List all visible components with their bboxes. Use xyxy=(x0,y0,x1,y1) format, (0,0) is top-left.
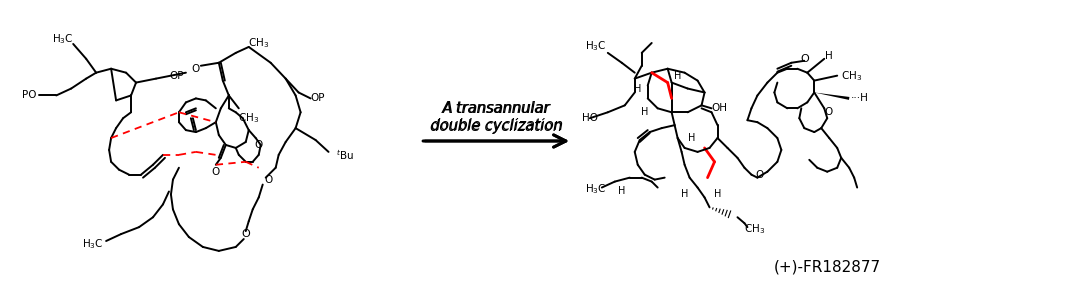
Text: O: O xyxy=(264,175,273,185)
Text: A transannular: A transannular xyxy=(443,101,552,116)
Text: O: O xyxy=(191,64,200,74)
Text: CH$_3$: CH$_3$ xyxy=(841,69,863,83)
Text: H: H xyxy=(618,186,625,197)
Text: H: H xyxy=(641,107,649,117)
Text: H: H xyxy=(714,190,722,199)
Text: OP: OP xyxy=(169,71,184,81)
Text: H: H xyxy=(688,133,695,143)
Text: (+)-FR182877: (+)-FR182877 xyxy=(774,259,881,274)
Text: PO: PO xyxy=(22,91,36,100)
Text: H: H xyxy=(825,51,833,61)
Text: ···H: ···H xyxy=(851,93,869,103)
Text: double cyclization: double cyclization xyxy=(431,118,563,133)
Text: H: H xyxy=(673,71,681,81)
Text: O: O xyxy=(756,170,763,180)
Text: CH$_3$: CH$_3$ xyxy=(238,111,260,125)
Text: H$_3$C: H$_3$C xyxy=(585,39,606,53)
Text: A transannular: A transannular xyxy=(443,101,551,116)
Text: OH: OH xyxy=(712,103,728,113)
Polygon shape xyxy=(815,92,850,100)
Text: O: O xyxy=(242,229,250,239)
Text: CH$_3$: CH$_3$ xyxy=(248,36,269,50)
Text: OP: OP xyxy=(311,93,325,103)
Text: CH$_3$: CH$_3$ xyxy=(744,222,765,236)
Text: $^t$Bu: $^t$Bu xyxy=(336,148,354,162)
Text: HO: HO xyxy=(582,113,598,123)
Text: double cyclization: double cyclization xyxy=(430,119,562,134)
Text: H$_3$C: H$_3$C xyxy=(52,32,74,46)
Text: H$_3$C: H$_3$C xyxy=(82,237,104,251)
Text: O: O xyxy=(212,167,220,177)
Text: O: O xyxy=(824,107,833,117)
Text: H$_3$C: H$_3$C xyxy=(585,183,606,197)
Text: H: H xyxy=(681,190,688,199)
Text: H: H xyxy=(634,83,641,94)
Text: O: O xyxy=(254,140,263,150)
Text: O: O xyxy=(800,54,808,64)
